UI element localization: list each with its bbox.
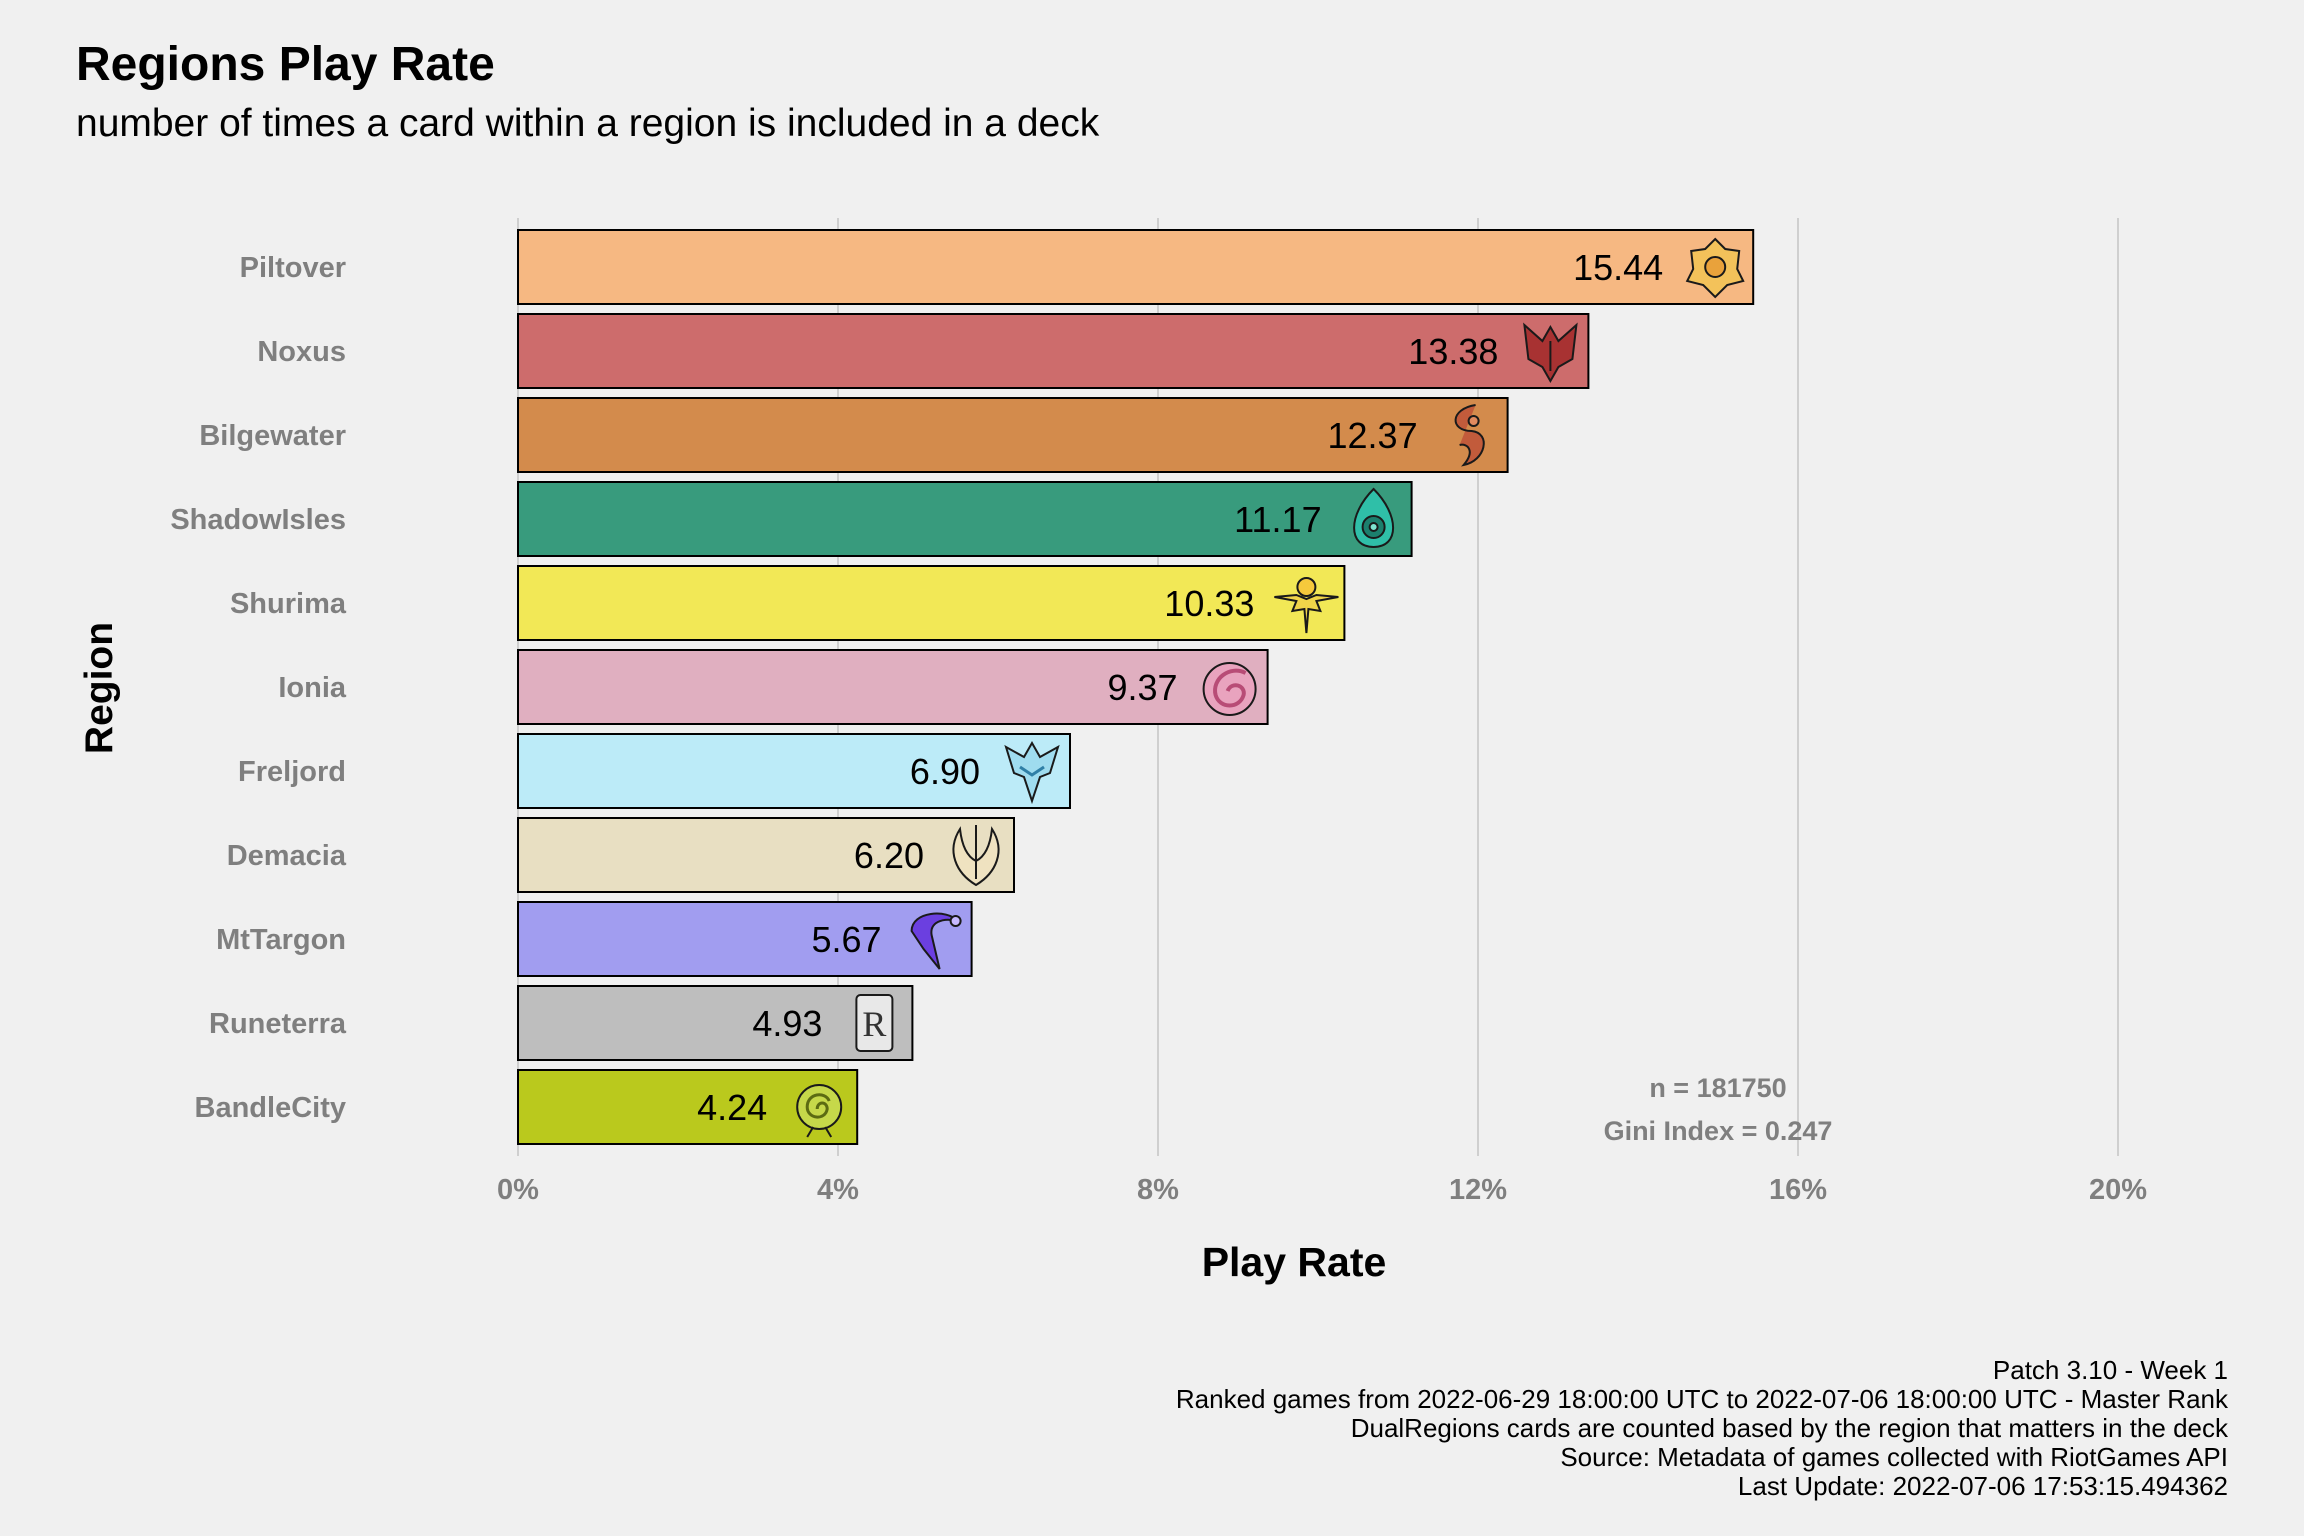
- y-axis-title: Region: [78, 622, 121, 754]
- bar-noxus: [517, 313, 1590, 389]
- annotation-n: n = 181750: [1649, 1073, 1786, 1103]
- bilgewater-crest-icon: [1454, 404, 1485, 467]
- caption-source: Source: Metadata of games collected with…: [1560, 1442, 2228, 1472]
- x-tick-label: 16%: [1769, 1174, 1827, 1206]
- bar-value-label: 10.33: [1164, 583, 1254, 624]
- chart-subtitle: number of times a card within a region i…: [76, 102, 1100, 145]
- runeterra-crest-icon: R: [855, 994, 894, 1052]
- demacia-crest-icon: [952, 825, 1000, 887]
- bandlecity-crest-icon: [796, 1084, 843, 1138]
- y-tick-label: Shurima: [230, 588, 347, 620]
- y-tick-label: Piltover: [240, 252, 346, 284]
- bar-value-label: 5.67: [812, 919, 882, 960]
- y-tick-label: Ionia: [278, 672, 347, 704]
- y-tick-label: MtTargon: [216, 924, 346, 956]
- noxus-crest-icon: [1523, 322, 1578, 384]
- x-axis-title: Play Rate: [1202, 1239, 1387, 1285]
- mttargon-crest-icon: [910, 912, 962, 970]
- bar-value-label: 11.17: [1234, 499, 1321, 540]
- caption-games-range: Ranked games from 2022-06-29 18:00:00 UT…: [1175, 1384, 2228, 1414]
- bar-demacia: [517, 817, 1015, 893]
- caption-patch: Patch 3.10 - Week 1: [1992, 1355, 2228, 1385]
- bar-value-label: 4.24: [697, 1087, 767, 1128]
- bar-value-label: 9.37: [1108, 667, 1178, 708]
- svg-text:R: R: [862, 1004, 886, 1044]
- y-tick-label: Demacia: [227, 840, 347, 872]
- bar-shurima: [517, 565, 1346, 641]
- y-tick-label: ShadowIsles: [170, 504, 346, 536]
- y-tick-label: Runeterra: [209, 1008, 347, 1040]
- bar-mttargon: [517, 901, 973, 977]
- freljord-crest-icon: [1004, 740, 1060, 805]
- x-tick-label: 12%: [1449, 1174, 1507, 1206]
- x-tick-label: 4%: [817, 1174, 859, 1206]
- bar-piltover: [517, 229, 1755, 305]
- chart-title: Regions Play Rate: [76, 38, 495, 91]
- bar-shadowisles: [517, 481, 1413, 557]
- bar-bilgewater: [517, 397, 1509, 473]
- bars: 15.44 13.38 12.37 11.17 10.33 9.37 6.90 6.20 5.6…: [517, 229, 1755, 1145]
- bar-ionia: [517, 649, 1269, 725]
- x-tick-label: 8%: [1137, 1174, 1179, 1206]
- y-tick-label: Freljord: [238, 756, 346, 788]
- annotation-gini: Gini Index = 0.247: [1604, 1116, 1833, 1146]
- y-axis-tick-labels: Piltover Noxus Bilgewater ShadowIsles Shurim…: [170, 252, 347, 1124]
- bar-value-label: 13.38: [1408, 331, 1498, 372]
- bar-value-label: 15.44: [1573, 247, 1663, 288]
- shadowisles-crest-icon: [1353, 487, 1395, 549]
- caption-dual-regions-note: DualRegions cards are counted based by t…: [1350, 1413, 2228, 1443]
- caption: Patch 3.10 - Week 1 Ranked games from 20…: [1176, 1356, 2228, 1501]
- bar-freljord: [517, 733, 1071, 809]
- y-tick-label: Bilgewater: [199, 420, 346, 452]
- bar-value-label: 6.20: [854, 835, 924, 876]
- piltover-crest-icon: [1685, 237, 1745, 299]
- y-tick-label: Noxus: [257, 336, 346, 368]
- x-tick-label: 0%: [497, 1174, 539, 1206]
- ionia-crest-icon: [1202, 662, 1257, 716]
- caption-last-update: Last Update: 2022-07-06 17:53:15.494362: [1737, 1471, 2228, 1501]
- bar-runeterra: [517, 985, 914, 1061]
- bar-value-label: 4.93: [752, 1003, 822, 1044]
- y-tick-label: BandleCity: [195, 1092, 346, 1124]
- x-tick-label: 20%: [2089, 1174, 2147, 1206]
- x-axis-tick-labels: 0% 4% 8% 12% 16% 20%: [497, 1174, 2147, 1206]
- bar-value-label: 12.37: [1328, 415, 1418, 456]
- shurima-crest-icon: [1274, 577, 1339, 634]
- bar-value-label: 6.90: [910, 751, 980, 792]
